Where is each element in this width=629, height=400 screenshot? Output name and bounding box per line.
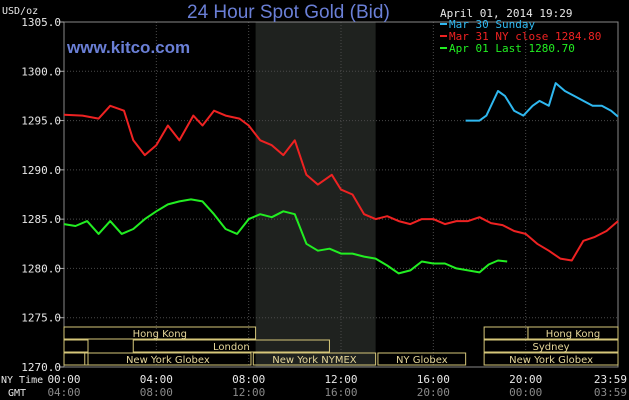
price-series: [63, 82, 619, 275]
session-label: Hong Kong: [133, 329, 187, 340]
y-tick-label: 1270.0: [21, 361, 61, 374]
x-tick-label-gmt: 08:00: [140, 386, 173, 399]
x-tick-label-gmt: 00:00: [509, 386, 542, 399]
session-label: Sydney: [533, 342, 570, 353]
session-box: [132, 339, 330, 353]
y-tick-label: 1290.0: [21, 164, 61, 177]
session-stub: [63, 352, 89, 366]
y-tick-label: 1285.0: [21, 213, 61, 226]
x-axis-ticks: 00:0004:0004:0008:0008:0012:0012:0016:00…: [47, 373, 627, 399]
legend-label: Apr 01 Last 1280.70: [449, 42, 575, 55]
x-tick-label-ny: 00:00: [47, 373, 80, 386]
x-tick-label-ny: 20:00: [509, 373, 542, 386]
site-watermark: www.kitco.com: [66, 38, 190, 57]
y-tick-label: 1300.0: [21, 65, 61, 78]
y-tick-label: 1280.0: [21, 262, 61, 275]
nymex-shaded-region: [255, 22, 376, 367]
session-stub: [483, 326, 529, 340]
session-box: [252, 352, 377, 366]
x-tick-label-ny: 23:59: [594, 373, 627, 386]
session-box: [483, 339, 619, 353]
x-tick-label-ny: 08:00: [232, 373, 265, 386]
gridlines: [63, 21, 619, 368]
session-label: New York NYMEX: [272, 355, 357, 366]
y-axis-ticks: 1305.0 1300.0 1295.0 1290.0 1285.0 1280.0 1275…: [21, 16, 64, 374]
plot-border: [63, 21, 619, 368]
y-tick-label: 1305.0: [21, 16, 61, 29]
x-tick-label-gmt: 16:00: [324, 386, 357, 399]
unit-label: USD/oz: [2, 6, 38, 17]
x-tick-label-ny: 16:00: [417, 373, 450, 386]
session-label: NY Globex: [396, 355, 448, 366]
x-tick-label-gmt: 20:00: [417, 386, 450, 399]
series-line-1: [465, 82, 619, 122]
timestamp: April 01, 2014 19:29: [440, 7, 572, 20]
shaded-region: [255, 22, 376, 367]
session-label: New York Globex: [126, 355, 210, 366]
ny-time-label: NY Time: [1, 375, 43, 386]
x-tick-label-gmt: 03:59: [594, 386, 627, 399]
session-label: London: [213, 342, 250, 353]
x-tick-label-ny: 04:00: [140, 373, 173, 386]
x-tick-label-ny: 12:00: [324, 373, 357, 386]
session-box: [63, 326, 257, 340]
legend-label: Mar 30 Sunday: [449, 18, 535, 31]
chart-title: 24 Hour Spot Gold (Bid): [187, 2, 390, 23]
legend-label: Mar 31 NY close 1284.80: [449, 30, 601, 43]
y-tick-label: 1275.0: [21, 312, 61, 325]
series-line-3: [63, 198, 508, 275]
session-label: Hong Kong: [546, 329, 600, 340]
y-tick-label: 1295.0: [21, 115, 61, 128]
session-box: [84, 352, 252, 366]
gmt-label: GMT: [8, 388, 26, 399]
x-tick-label-gmt: 04:00: [47, 386, 80, 399]
session-box: [483, 352, 619, 366]
session-label: New York Globex: [509, 355, 593, 366]
x-tick-label-gmt: 12:00: [232, 386, 265, 399]
session-stub: [63, 339, 89, 353]
session-box: [377, 352, 467, 366]
series-line-2: [63, 104, 619, 262]
